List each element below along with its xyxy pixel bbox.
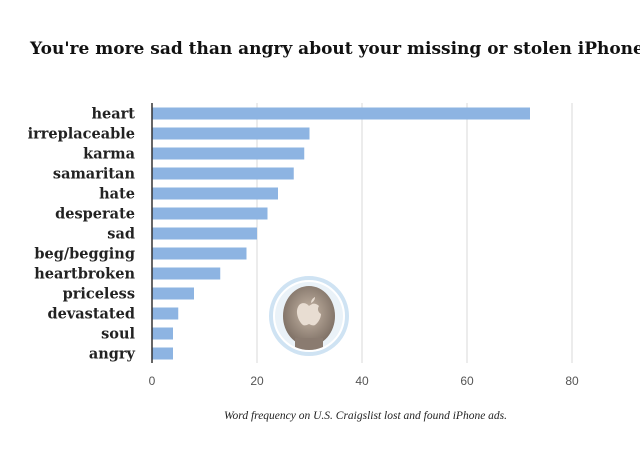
x-tick-label: 0 (149, 374, 156, 388)
category-label: desperate (55, 206, 135, 223)
bar (152, 167, 294, 180)
category-label: angry (89, 346, 136, 363)
category-label: sad (107, 226, 135, 243)
chart-title: You're more sad than angry about your mi… (29, 39, 640, 59)
chart-caption: Word frequency on U.S. Craigslist lost a… (224, 410, 507, 422)
category-label: karma (83, 146, 135, 163)
bar (152, 187, 278, 200)
bar (152, 127, 310, 140)
bars (152, 107, 530, 360)
x-tick-label: 60 (460, 374, 474, 388)
bar (152, 347, 173, 360)
category-label: priceless (63, 286, 135, 303)
x-ticks: 0 20 40 60 80 (149, 374, 579, 388)
bar (152, 147, 305, 160)
category-label: devastated (47, 306, 135, 323)
category-label: irreplaceable (28, 126, 135, 143)
category-label: hate (99, 186, 135, 203)
category-label: beg/begging (34, 246, 135, 263)
bar (152, 327, 173, 340)
x-tick-label: 40 (355, 374, 369, 388)
apple-logo-head-icon (269, 276, 349, 356)
bar (152, 227, 257, 240)
bar (152, 107, 530, 120)
category-label: soul (101, 326, 135, 343)
bar (152, 307, 179, 320)
bar (152, 247, 247, 260)
category-label: heartbroken (34, 266, 135, 283)
category-label: samaritan (53, 166, 136, 183)
category-label: heart (92, 106, 136, 123)
category-labels: heart irreplaceable karma samaritan hate desp… (28, 106, 136, 363)
x-tick-label: 80 (565, 374, 579, 388)
bar (152, 287, 194, 300)
x-tick-label: 20 (250, 374, 264, 388)
bar (152, 267, 221, 280)
bar (152, 207, 268, 220)
